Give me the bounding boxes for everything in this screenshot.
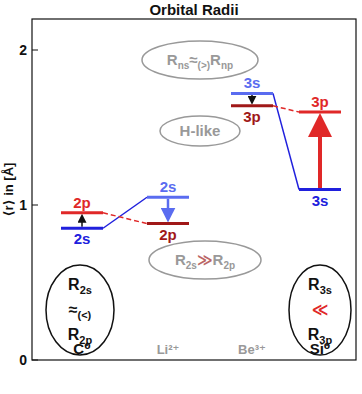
annotation-text: H-like: [180, 122, 221, 139]
marks: [61, 93, 341, 228]
annotation-text: np: [221, 60, 233, 71]
title: Orbital Radii: [149, 1, 238, 18]
annotation: ≪: [312, 301, 329, 318]
y-tick-label: 0: [19, 352, 27, 368]
annotation: R2s≫R2p: [175, 251, 235, 271]
annotation-text: (<): [78, 309, 92, 321]
annotation: R2p: [68, 326, 93, 346]
annotation-text: 3p: [319, 334, 332, 346]
annotation-text: R: [68, 326, 80, 343]
root: Orbital Radii ⟨r⟩ in [Å] 0 1 2 2s 2s 3s 3s 2p 2p 3p…: [0, 0, 362, 394]
connector: [103, 197, 147, 228]
level-label: 2s: [74, 230, 91, 247]
y-tick-label: 2: [19, 42, 27, 58]
level-label: 3s: [312, 192, 329, 209]
annotation-text: 3s: [320, 284, 332, 296]
level-label: 3s: [244, 74, 261, 91]
y-tick: [32, 50, 38, 51]
annotation: ≈(<): [69, 301, 92, 321]
arrow: [318, 125, 322, 188]
plot-frame: [32, 19, 356, 360]
annotation-frame: [160, 116, 240, 146]
level-label: 2s: [160, 178, 177, 195]
annotation-frame: [46, 265, 114, 355]
level: [147, 196, 189, 199]
annotation-text: R: [175, 251, 186, 268]
annotation-text: R: [308, 326, 320, 343]
arrow: [251, 95, 253, 100]
annotation-text: 2s: [80, 284, 92, 296]
y-tick: [32, 360, 38, 361]
annotation-text: R: [167, 51, 178, 68]
level: [231, 92, 273, 95]
category-label: Li²⁺: [157, 342, 180, 357]
y-tick-label: 1: [19, 197, 27, 213]
level-label: 2p: [73, 194, 91, 211]
annotation-text: ≫: [197, 251, 213, 268]
annotation-frame: [289, 265, 351, 355]
connector: [273, 93, 299, 189]
annotation: Rns≈(>)Rnp: [167, 51, 233, 71]
connector: [103, 213, 147, 224]
annotation-text: 2p: [223, 260, 235, 271]
y-tick: [32, 205, 38, 206]
annotation-text: ≪: [312, 301, 329, 318]
annotation-text: R: [308, 276, 320, 293]
annotation-text: 2s: [186, 260, 198, 271]
category-label: Be³⁺: [238, 342, 266, 357]
chart: Orbital Radii ⟨r⟩ in [Å] 0 1 2 2s 2s 3s 3s 2p 2p 3p…: [0, 0, 362, 394]
annotation-text: ns: [178, 60, 190, 71]
annotation-text: 2p: [79, 334, 92, 346]
level-label: 3p: [311, 93, 329, 110]
annotation-frame: [142, 41, 258, 79]
annotation-text: ≈: [189, 51, 197, 68]
level-label: 2p: [159, 226, 177, 243]
annotation-text: ≈: [69, 301, 78, 318]
annotation: H-like: [180, 122, 221, 139]
annotation-text: R: [210, 51, 221, 68]
y-axis-label: ⟨r⟩ in [Å]: [1, 163, 16, 217]
annotation-text: R: [68, 276, 80, 293]
annotation: R3p: [308, 326, 333, 346]
annotation: R2s: [68, 276, 92, 296]
annotation-text: R: [213, 251, 224, 268]
annotation-frame: [149, 241, 261, 279]
arrow: [167, 199, 170, 215]
arrow: [81, 218, 83, 227]
annotation-text: (>): [198, 60, 211, 71]
level: [61, 211, 103, 214]
level: [299, 111, 341, 114]
level-label: 3p: [243, 108, 261, 125]
connector: [273, 106, 299, 112]
annotation: R3s: [308, 276, 332, 296]
